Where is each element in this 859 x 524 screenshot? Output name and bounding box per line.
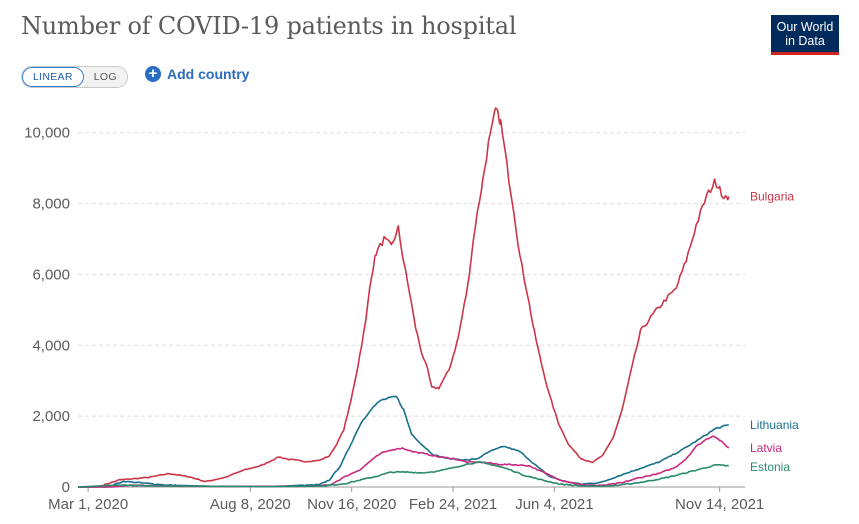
series-line-lithuania [78,395,729,488]
add-country-label: Add country [167,66,250,82]
page-title: Number of COVID-19 patients in hospital [21,12,517,40]
y-tick-label: 4,000 [32,337,70,354]
add-country-button[interactable]: + Add country [145,66,249,82]
scale-toggle: LINEAR LOG [21,66,128,88]
series-line-bulgaria [78,107,730,488]
owid-logo[interactable]: Our World in Data [771,15,839,55]
axis-layer: 0 2,000 4,000 6,000 8,000 10,000 Mar 1, 2020 Au… [24,125,764,513]
series-label-lithuania: Lithuania [750,418,799,432]
log-scale-button[interactable]: LOG [83,67,127,87]
y-tick-label: 6,000 [32,266,70,283]
x-tick-label: Aug 8, 2020 [210,496,291,513]
y-tick-label: 2,000 [32,408,70,425]
x-tick-label: Mar 1, 2020 [48,496,128,513]
series-line-latvia [78,435,730,488]
grid-layer [78,132,745,417]
x-tick-label: Feb 24, 2021 [409,496,497,513]
series-line-estonia [77,461,729,488]
logo-line-2: in Data [785,34,825,48]
x-tick-label: Nov 16, 2020 [307,496,396,513]
y-tick-label: 10,000 [24,125,70,142]
label-layer: Bulgaria Lithuania Latvia Estonia [750,189,799,474]
plus-circle-icon: + [145,66,161,82]
logo-line-1: Our World [776,20,834,34]
y-tick-label: 0 [62,479,70,496]
series-label-estonia: Estonia [750,460,790,474]
y-tick-label: 8,000 [32,196,70,213]
series-label-bulgaria: Bulgaria [750,189,794,203]
linear-scale-button[interactable]: LINEAR [22,67,84,87]
series-label-latvia: Latvia [750,441,782,455]
x-tick-label: Nov 14, 2021 [675,496,764,513]
x-tick-label: Jun 4, 2021 [515,496,593,513]
series-layer [77,107,730,488]
